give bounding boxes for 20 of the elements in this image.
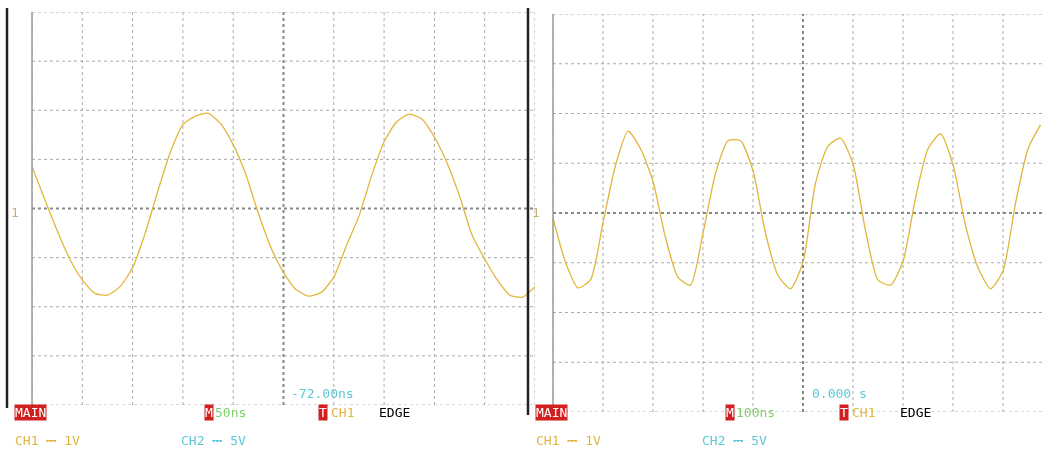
annotation: 1 bbox=[532, 205, 540, 220]
text: 0.000 s bbox=[812, 386, 867, 401]
text: EDGE bbox=[379, 405, 411, 420]
text: MAIN bbox=[15, 405, 47, 420]
text: T bbox=[319, 405, 327, 420]
text: 50ns bbox=[215, 405, 247, 420]
text: CH2 ⎓ 5V bbox=[181, 433, 246, 448]
text: CH1 ⎓ 1V bbox=[15, 433, 80, 448]
text: EDGE bbox=[900, 405, 932, 420]
text: CH1 bbox=[852, 405, 876, 420]
text: CH1 bbox=[331, 405, 355, 420]
text: T bbox=[840, 405, 848, 420]
text: M bbox=[726, 405, 734, 420]
text: CH1 ⎓ 1V bbox=[536, 433, 601, 448]
text: 1 bbox=[11, 205, 19, 220]
text: M bbox=[205, 405, 213, 420]
text: -72.00ns bbox=[291, 386, 354, 401]
text: 100ns bbox=[736, 405, 776, 420]
text: CH2 ⎓ 5V bbox=[702, 433, 767, 448]
text: MAIN bbox=[536, 405, 568, 420]
